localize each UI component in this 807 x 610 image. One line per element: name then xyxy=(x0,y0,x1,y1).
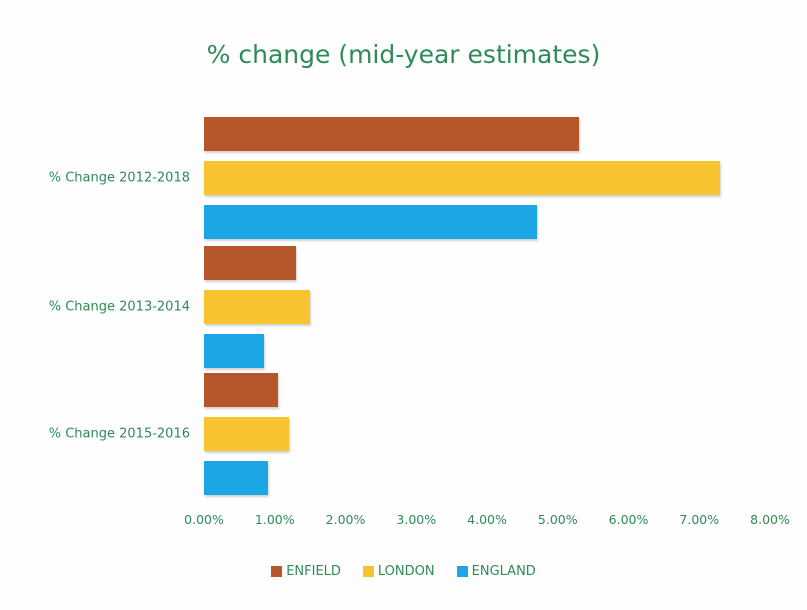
legend-item: ENFIELD xyxy=(271,564,341,579)
bar-enfield xyxy=(204,373,279,407)
legend-swatch xyxy=(362,566,374,577)
bar-london xyxy=(204,417,289,451)
x-tick-label: 4.00% xyxy=(467,512,507,527)
legend-label: LONDON xyxy=(377,564,435,579)
bar-enfield xyxy=(204,117,579,151)
category-label: % Change 2013-2014 xyxy=(48,299,190,315)
legend-swatch xyxy=(456,566,468,577)
bar-london xyxy=(204,290,311,324)
bar-enfield xyxy=(204,246,296,280)
bar-london xyxy=(204,161,721,195)
x-tick-label: 6.00% xyxy=(608,512,649,527)
x-tick-label: 0.00% xyxy=(184,512,224,527)
legend-swatch xyxy=(271,566,283,577)
x-tick-label: 7.00% xyxy=(679,512,720,527)
x-tick-label: 8.00% xyxy=(750,512,790,527)
bar-england xyxy=(204,205,537,239)
legend-item: LONDON xyxy=(362,564,435,579)
legend-item: ENGLAND xyxy=(456,564,536,579)
legend-label: ENFIELD xyxy=(286,564,341,579)
x-tick-label: 3.00% xyxy=(396,512,437,527)
chart-title: % change (mid-year estimates) xyxy=(206,40,601,69)
category-label: % Change 2012-2018 xyxy=(48,170,190,186)
category-label: % Change 2015-2016 xyxy=(48,426,190,442)
x-tick-label: 5.00% xyxy=(537,512,578,527)
legend: ENFIELD LONDON ENGLAND xyxy=(0,564,807,579)
bar-england xyxy=(204,461,268,495)
bar-england xyxy=(204,334,265,368)
x-tick-label: 2.00% xyxy=(325,512,366,527)
x-tick-label: 1.00% xyxy=(254,512,295,527)
legend-label: ENGLAND xyxy=(471,564,536,579)
